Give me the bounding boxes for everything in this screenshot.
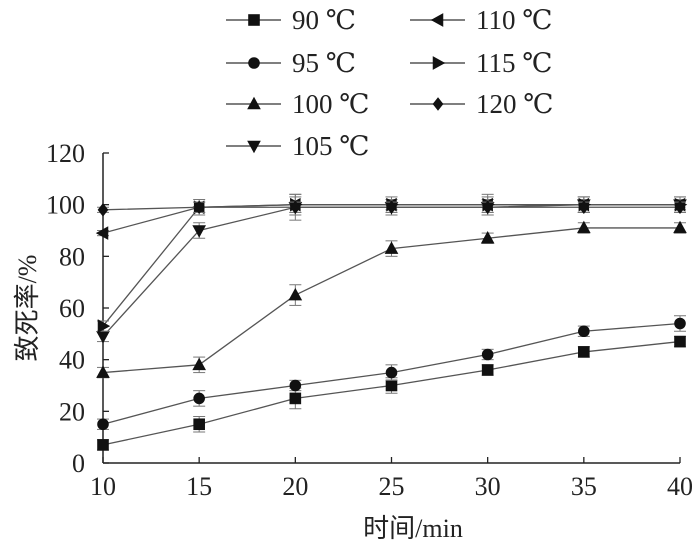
series-1 [97, 335, 686, 451]
legend-item: 110 ℃ [410, 5, 552, 35]
data-point [192, 225, 206, 238]
data-point [673, 220, 687, 234]
data-point [97, 319, 111, 333]
data-point [193, 200, 205, 215]
data-point [97, 439, 109, 451]
data-point [384, 241, 399, 254]
legend-label: 110 ℃ [476, 5, 552, 35]
data-point [193, 392, 205, 405]
x-tick-label: 10 [90, 472, 116, 501]
legend-label: 105 ℃ [292, 131, 369, 161]
plot-area: 0 20 40 60 80 100 120 10 15 20 25 30 35 40 [46, 139, 692, 501]
legend: 90 ℃ 95 ℃ 100 ℃ 105 ℃ 110 ℃ 115 ℃ 120 ℃ [226, 5, 553, 161]
legend-marker [248, 14, 260, 26]
legend-label: 90 ℃ [292, 5, 356, 35]
data-point [193, 418, 205, 431]
legend-marker [247, 96, 261, 110]
y-tick-label: 40 [59, 346, 85, 375]
data-point [289, 379, 302, 392]
data-point [96, 365, 110, 378]
legend-label: 120 ℃ [476, 89, 553, 119]
data-point [385, 366, 398, 379]
data-point [95, 226, 109, 240]
series-4 [96, 193, 687, 344]
data-point [578, 346, 590, 358]
data-point [480, 231, 495, 244]
x-tick-label: 40 [667, 472, 692, 501]
data-point [97, 418, 109, 431]
data-point [288, 287, 303, 301]
data-point [674, 335, 686, 348]
data-point [578, 200, 590, 215]
data-point [578, 325, 590, 338]
x-tick-label: 15 [186, 472, 212, 501]
data-point [192, 357, 206, 371]
legend-item: 115 ℃ [410, 48, 552, 78]
x-axis-label: 时间/min [363, 514, 463, 543]
data-point [674, 200, 686, 215]
legend-marker [432, 97, 444, 111]
legend-item: 95 ℃ [226, 48, 356, 78]
data-point [386, 200, 397, 215]
legend-label: 115 ℃ [476, 48, 552, 78]
x-tick-label: 35 [571, 472, 597, 501]
data-point [482, 200, 493, 215]
data-point [674, 317, 686, 330]
legend-marker [432, 56, 446, 70]
series-line [102, 204, 680, 327]
legend-item: 90 ℃ [226, 5, 356, 35]
x-tick-label: 30 [475, 472, 501, 501]
y-tick-label: 120 [46, 139, 85, 168]
legend-marker [248, 57, 260, 69]
series-7 [97, 200, 686, 217]
y-tick-label: 100 [46, 191, 85, 220]
x-tick-label: 20 [282, 472, 308, 501]
y-tick-label: 0 [72, 449, 85, 478]
series-6 [97, 196, 688, 333]
y-axis-label: 致死率/% [13, 255, 42, 362]
legend-label: 100 ℃ [292, 89, 369, 119]
y-tick-label: 60 [59, 294, 85, 323]
legend-item: 100 ℃ [226, 89, 369, 119]
series-3 [96, 220, 687, 379]
data-point [481, 348, 494, 361]
series-line [102, 204, 680, 337]
data-point [290, 200, 301, 215]
data-point [577, 220, 591, 234]
data-point [97, 203, 109, 217]
y-tick-label: 80 [59, 242, 85, 271]
legend-marker [247, 140, 261, 154]
legend-marker [430, 13, 444, 27]
x-tick-label: 25 [379, 472, 405, 501]
legend-item: 120 ℃ [410, 89, 553, 119]
data-point [481, 364, 494, 376]
legend-item: 105 ℃ [226, 131, 369, 161]
legend-label: 95 ℃ [292, 48, 356, 78]
data-point [385, 379, 398, 392]
series-2 [97, 315, 686, 431]
y-tick-label: 20 [59, 397, 85, 426]
data-point [289, 392, 302, 405]
